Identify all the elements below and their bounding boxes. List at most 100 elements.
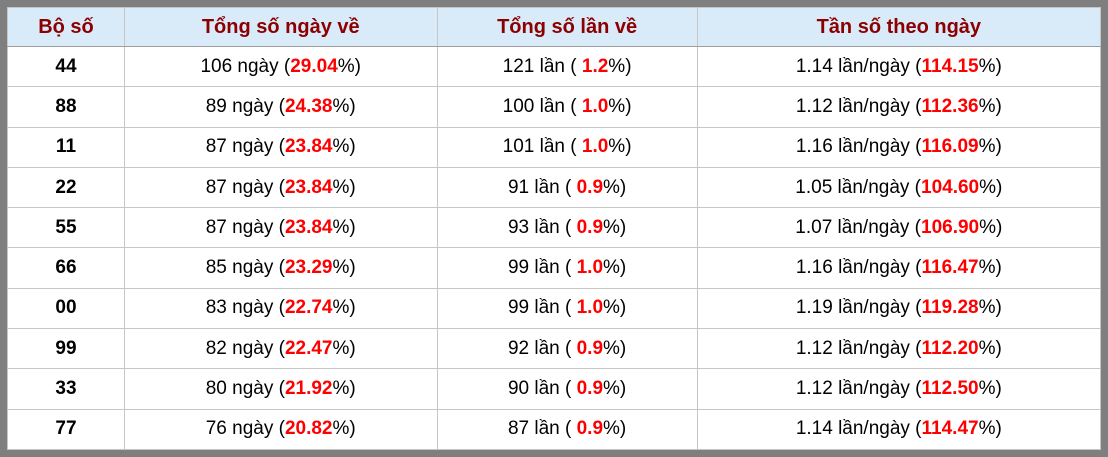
times-percent: 1.0 [581, 136, 609, 158]
days-text: 83 ngày ( [205, 297, 285, 319]
times-percent: 0.9 [576, 378, 604, 400]
days-percent: 23.84 [284, 136, 333, 158]
frequency-text: 1.05 lần/ngày ( [795, 176, 921, 198]
percent-suffix: %) [603, 378, 627, 400]
days-percent: 22.74 [284, 297, 333, 319]
header-days: Tổng số ngày về [123, 7, 438, 47]
percent-suffix: %) [603, 337, 627, 359]
times-text: 91 lần ( [507, 176, 577, 198]
times-cell: 91 lần ( 0.9%) [436, 166, 698, 209]
frequency-cell: 1.14 lần/ngày (114.15%) [696, 45, 1101, 88]
days-percent: 21.92 [284, 378, 333, 400]
times-cell: 93 lần ( 0.9%) [436, 207, 698, 249]
frequency-cell: 1.16 lần/ngày (116.47%) [696, 247, 1101, 289]
days-text: 89 ngày ( [205, 95, 285, 117]
table-row: 44 106 ngày (29.04%) 121 lần ( 1.2%) 1.14 l… [7, 45, 1101, 88]
days-percent: 22.47 [284, 337, 333, 359]
frequency-cell: 1.05 lần/ngày (104.60%) [696, 166, 1101, 209]
frequency-percent: 112.50 [921, 378, 979, 400]
days-text: 87 ngày ( [205, 216, 285, 238]
times-percent: 1.2 [581, 55, 609, 77]
days-cell: 87 ngày (23.84%) [123, 126, 438, 168]
days-percent: 20.82 [284, 418, 333, 440]
header-times: Tổng số lần về [436, 7, 698, 47]
header-row: Bộ số Tổng số ngày về Tổng số lần về Tần… [7, 7, 1101, 47]
times-text: 100 lần ( [502, 95, 582, 117]
days-text: 80 ngày ( [205, 378, 285, 400]
days-percent: 23.29 [284, 257, 333, 279]
pair-cell: 66 [7, 247, 125, 289]
days-cell: 89 ngày (24.38%) [123, 86, 438, 128]
frequency-cell: 1.14 lần/ngày (114.47%) [696, 408, 1101, 450]
percent-suffix: %) [608, 95, 632, 117]
days-percent: 23.84 [284, 176, 333, 198]
days-percent: 23.84 [284, 216, 333, 238]
table-header: Bộ số Tổng số ngày về Tổng số lần về Tần… [7, 7, 1101, 47]
percent-suffix: %) [978, 257, 1002, 279]
percent-suffix: %) [332, 378, 356, 400]
frequency-text: 1.16 lần/ngày ( [795, 257, 922, 279]
days-cell: 87 ngày (23.84%) [123, 166, 438, 209]
days-text: 87 ngày ( [205, 176, 285, 198]
days-percent: 24.38 [284, 95, 333, 117]
percent-suffix: %) [332, 95, 356, 117]
table-row: 88 89 ngày (24.38%) 100 lần ( 1.0%) 1.12 lầ… [7, 86, 1101, 128]
times-percent: 1.0 [576, 257, 604, 279]
frequency-percent: 112.36 [921, 95, 979, 117]
percent-suffix: %) [332, 418, 356, 440]
frequency-text: 1.14 lần/ngày ( [795, 55, 922, 77]
table-row: 33 80 ngày (21.92%) 90 lần ( 0.9%) 1.12 lần… [7, 368, 1101, 410]
pair-cell: 00 [7, 287, 125, 330]
times-percent: 0.9 [576, 216, 604, 238]
days-cell: 106 ngày (29.04%) [123, 45, 438, 88]
header-frequency: Tần số theo ngày [696, 7, 1101, 47]
table-row: 77 76 ngày (20.82%) 87 lần ( 0.9%) 1.14 lần… [7, 408, 1101, 450]
frequency-percent: 119.28 [921, 297, 979, 319]
days-cell: 80 ngày (21.92%) [123, 368, 438, 410]
times-text: 99 lần ( [507, 297, 577, 319]
pair-cell: 44 [7, 45, 125, 88]
days-text: 76 ngày ( [205, 418, 285, 440]
percent-suffix: %) [332, 176, 356, 198]
times-cell: 99 lần ( 1.0%) [436, 287, 698, 330]
times-percent: 1.0 [576, 297, 604, 319]
frequency-cell: 1.07 lần/ngày (106.90%) [696, 207, 1101, 249]
frequency-text: 1.16 lần/ngày ( [795, 136, 922, 158]
pair-cell: 22 [7, 166, 125, 209]
frequency-percent: 112.20 [921, 337, 979, 359]
times-cell: 99 lần ( 1.0%) [436, 247, 698, 289]
times-text: 87 lần ( [507, 418, 577, 440]
frequency-cell: 1.12 lần/ngày (112.50%) [696, 368, 1101, 410]
times-cell: 121 lần ( 1.2%) [436, 45, 698, 88]
table-row: 22 87 ngày (23.84%) 91 lần ( 0.9%) 1.05 lần… [7, 166, 1101, 209]
frequency-percent: 116.47 [921, 257, 979, 279]
percent-suffix: %) [608, 136, 632, 158]
days-text: 82 ngày ( [205, 337, 285, 359]
times-percent: 0.9 [576, 418, 604, 440]
times-cell: 100 lần ( 1.0%) [436, 86, 698, 128]
pair-cell: 88 [7, 86, 125, 128]
percent-suffix: %) [603, 418, 627, 440]
frequency-cell: 1.19 lần/ngày (119.28%) [696, 287, 1101, 330]
pair-cell: 77 [7, 408, 125, 450]
percent-suffix: %) [979, 216, 1003, 238]
times-cell: 87 lần ( 0.9%) [436, 408, 698, 450]
percent-suffix: %) [332, 297, 356, 319]
percent-suffix: %) [979, 176, 1003, 198]
frequency-text: 1.12 lần/ngày ( [795, 337, 922, 359]
table-row: 55 87 ngày (23.84%) 93 lần ( 0.9%) 1.07 lần… [7, 207, 1101, 249]
times-cell: 101 lần ( 1.0%) [436, 126, 698, 168]
percent-suffix: %) [603, 176, 627, 198]
days-cell: 87 ngày (23.84%) [123, 207, 438, 249]
frequency-cell: 1.12 lần/ngày (112.36%) [696, 86, 1101, 128]
times-text: 93 lần ( [507, 216, 577, 238]
pair-cell: 99 [7, 328, 125, 370]
percent-suffix: %) [337, 55, 362, 77]
frequency-percent: 116.09 [921, 136, 979, 158]
percent-suffix: %) [332, 257, 356, 279]
frequency-text: 1.12 lần/ngày ( [795, 95, 922, 117]
percent-suffix: %) [603, 216, 627, 238]
times-cell: 92 lần ( 0.9%) [436, 328, 698, 370]
days-text: 87 ngày ( [205, 136, 285, 158]
